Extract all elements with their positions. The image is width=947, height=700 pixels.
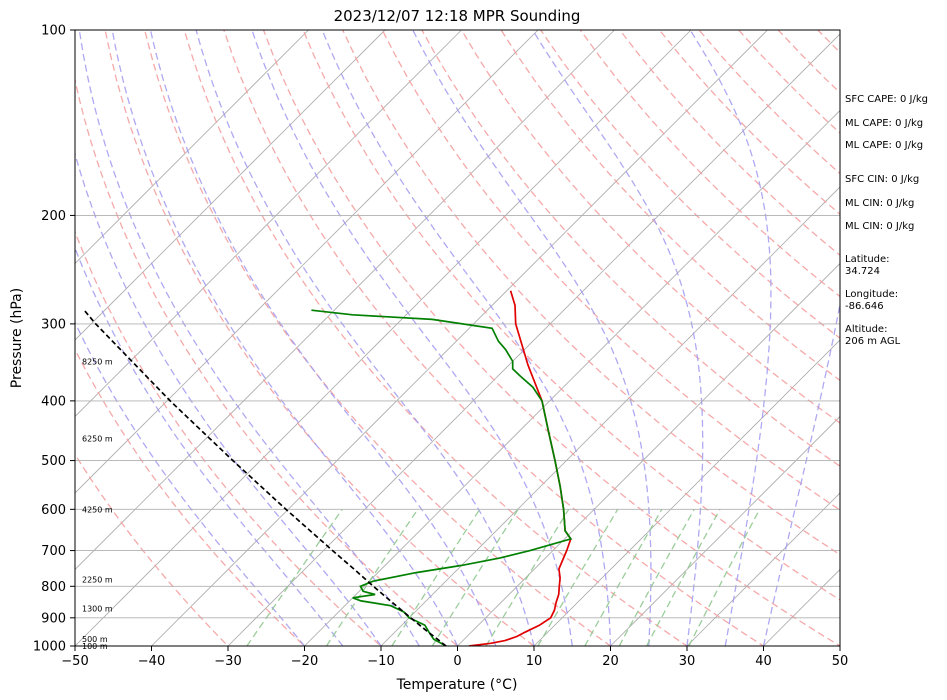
dry-adiabat-line	[540, 30, 840, 340]
dry-adiabat-line	[579, 30, 840, 298]
dry-adiabat-line	[421, 30, 840, 468]
pressure-gridlines	[75, 30, 840, 646]
y-tick-label: 600	[41, 503, 66, 518]
x-axis-label: Temperature (°C)	[396, 677, 518, 693]
dry-adiabat-line	[500, 30, 840, 382]
y-tick-label: 800	[41, 580, 66, 595]
parcel-profile	[83, 309, 447, 646]
x-tick-label: 30	[679, 654, 696, 669]
longitude-value: -86.646	[845, 301, 884, 312]
isotherm-line	[151, 30, 768, 646]
y-axis-ticks: 1000 900 800 700 600 500 400 300 200 100	[33, 24, 75, 655]
moist-adiabat-line	[412, 30, 652, 646]
moist-adiabat-line	[149, 30, 497, 646]
height-label: 1300 m	[82, 605, 113, 614]
x-axis-ticks: −50 −40 −30 −20 −10 0 10 20 30 40 50	[61, 646, 848, 669]
dry-adiabat-line	[460, 30, 840, 424]
x-tick-label: −30	[214, 654, 241, 669]
x-tick-label: −50	[61, 654, 88, 669]
height-label: 500 m	[82, 635, 108, 644]
x-tick-label: −10	[367, 654, 394, 669]
sounding-series	[83, 290, 573, 646]
isotherm-line	[75, 30, 539, 494]
x-tick-label: 50	[832, 654, 849, 669]
chart-title: 2023/12/07 12:18 MPR Sounding	[334, 7, 581, 25]
isotherm-line	[75, 30, 462, 418]
sfc-cin-text: SFC CIN: 0 J/kg	[845, 174, 919, 185]
y-tick-label: 700	[41, 544, 66, 559]
isotherm-line	[533, 339, 840, 646]
dry-adiabat-line	[75, 230, 382, 646]
isotherm-line	[75, 30, 692, 646]
isotherm-line	[304, 109, 840, 646]
y-tick-label: 500	[41, 454, 66, 469]
y-tick-label: 200	[41, 209, 66, 224]
y-tick-label: 1000	[33, 640, 66, 655]
x-tick-label: −20	[291, 654, 318, 669]
mixing-ratio-line	[431, 508, 519, 646]
y-tick-label: 900	[41, 611, 66, 626]
moist-adiabat-line	[195, 30, 535, 646]
x-tick-label: 0	[453, 654, 461, 669]
sfc-cape-text: SFC CAPE: 0 J/kg	[845, 94, 928, 105]
isotherm-line	[75, 30, 615, 571]
isotherm-line	[610, 415, 840, 646]
height-label: 2250 m	[82, 576, 113, 585]
background-lines	[75, 30, 840, 646]
isotherm-line	[380, 186, 840, 646]
ml-cin-text-2: ML CIN: 0 J/kg	[845, 221, 914, 232]
moist-adiabat-line	[75, 151, 382, 646]
moist-adiabat-line	[762, 300, 840, 646]
y-tick-label: 400	[41, 394, 66, 409]
longitude-label: Longitude:	[845, 289, 898, 300]
x-tick-label: 20	[602, 654, 619, 669]
height-label: 6250 m	[82, 434, 113, 443]
isotherm-line	[75, 30, 309, 265]
isotherm-line	[686, 492, 840, 646]
dry-adiabat-line	[223, 30, 765, 646]
moist-adiabat-line	[78, 30, 420, 646]
temperature-profile	[468, 290, 572, 646]
moist-adiabat-line	[251, 30, 573, 646]
y-tick-label: 300	[41, 317, 66, 332]
x-tick-label: −40	[138, 654, 165, 669]
plot-frame	[74, 29, 841, 647]
x-tick-label: 40	[755, 654, 772, 669]
moist-adiabat-line	[532, 30, 704, 646]
isotherm-line	[457, 262, 840, 646]
dry-adiabat-line	[262, 30, 840, 646]
isotherm-line	[75, 30, 386, 341]
dry-adiabat-line	[144, 30, 612, 646]
height-label: 8250 m	[82, 357, 113, 366]
dry-adiabat-line	[302, 30, 840, 601]
moist-adiabat-line	[75, 246, 344, 646]
ml-cin-text-1: ML CIN: 0 J/kg	[845, 198, 914, 209]
height-label: 4250 m	[82, 505, 113, 514]
moist-adiabat-line	[111, 30, 459, 646]
altitude-label: Altitude:	[845, 324, 887, 335]
dry-adiabat-line	[75, 348, 306, 646]
latitude-label: Latitude:	[845, 254, 890, 265]
dry-adiabat-line	[104, 30, 536, 646]
sounding-info-panel: SFC CAPE: 0 J/kg ML CAPE: 0 J/kg ML CAPE…	[845, 94, 928, 347]
moist-adiabat-line	[689, 30, 772, 646]
y-axis-label: Pressure (hPa)	[9, 288, 25, 388]
dry-adiabat-line	[381, 30, 840, 511]
dry-adiabat-line	[342, 30, 840, 556]
mixing-ratio-line	[391, 508, 481, 646]
isotherm-line	[227, 33, 840, 646]
dry-adiabat-line	[75, 77, 459, 646]
x-tick-label: 10	[526, 654, 543, 669]
altitude-value: 206 m AGL	[845, 336, 901, 347]
ml-cape-text-1: ML CAPE: 0 J/kg	[845, 118, 923, 129]
moist-adiabat-line	[75, 320, 305, 646]
y-tick-label: 100	[41, 24, 66, 39]
moist-adiabat-line	[321, 30, 612, 646]
ml-cape-text-2: ML CAPE: 0 J/kg	[845, 140, 923, 151]
latitude-value: 34.724	[845, 266, 880, 277]
dry-adiabat-line	[183, 30, 689, 646]
mixing-ratio-line	[485, 508, 570, 646]
dry-adiabat-line	[75, 452, 229, 646]
